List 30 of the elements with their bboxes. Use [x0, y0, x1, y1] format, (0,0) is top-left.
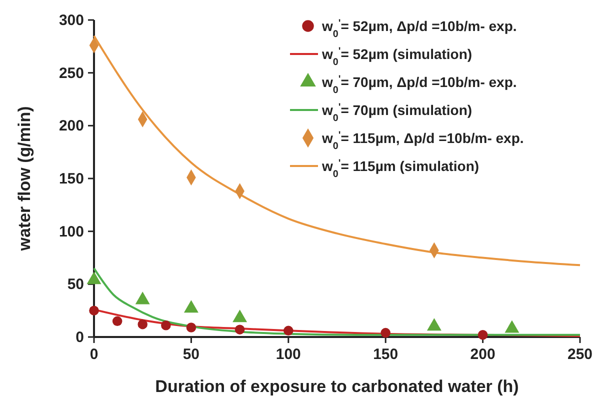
point: [138, 319, 148, 330]
x-tick-label: 0: [90, 346, 98, 363]
y-tick-label: 200: [58, 118, 84, 135]
point: [89, 306, 99, 316]
point: [161, 320, 171, 330]
legend-label: w$_{0}$$^{'}$= 70µm, Δp/d =10b/m- exp.: [321, 74, 517, 96]
y-tick-label: 50: [67, 276, 84, 294]
y-tick-label: 250: [58, 64, 84, 82]
y-tick-label: 150: [58, 170, 84, 188]
legend-label: w$_{0}$$^{'}$= 70µm (simulation): [321, 102, 472, 124]
y-tick-label: 300: [58, 12, 84, 29]
x-tick-label: 50: [182, 346, 200, 363]
legend-label: w$_{0}$$^{'}$= 115µm, Δp/d =10b/m- exp.: [321, 130, 524, 152]
y-tick-label: 100: [58, 223, 84, 240]
point: [186, 322, 196, 332]
x-tick-label: 100: [276, 346, 301, 363]
point: [112, 316, 122, 326]
legend-label: w$_{0}$$^{'}$= 52µm, Δp/d =10b/m- exp.: [321, 18, 517, 40]
point: [234, 324, 245, 334]
y-tick-label: 0: [76, 329, 84, 346]
point: [284, 326, 294, 336]
x-axis-title: Duration of exposure to carbonated water (h): [155, 377, 519, 396]
point: [478, 330, 488, 340]
y-axis-title: water flow (g/min): [15, 106, 34, 252]
x-tick-label: 150: [373, 346, 398, 363]
point: [380, 328, 390, 338]
x-tick-label: 200: [470, 346, 496, 363]
legend-label: w$_{0}$$^{'}$= 115µm (simulation): [321, 158, 480, 180]
x-tick-label: 250: [567, 346, 593, 363]
legend-label: w$_{0}$$^{'}$= 52µm (simulation): [321, 46, 472, 68]
